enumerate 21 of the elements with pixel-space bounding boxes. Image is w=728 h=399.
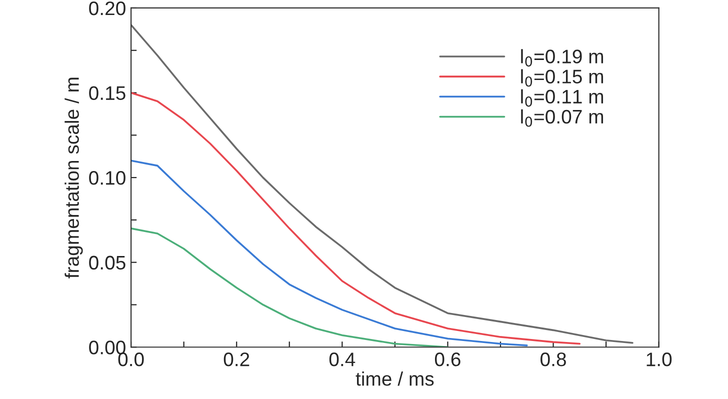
legend-label: l$_{0}$=0.11 m — [521, 89, 604, 107]
legend-label: l$_{0}$=0.07 m — [521, 109, 604, 127]
x-tick-label: 0.0 — [118, 352, 144, 366]
y-tick-label: 0.00 — [89, 340, 126, 354]
line-series — [131, 228, 449, 348]
x-tick-label: 0.8 — [540, 352, 566, 366]
line-series — [131, 160, 528, 346]
legend-label: l$_{0}$=0.19 m — [521, 49, 604, 67]
x-tick-label: 1.0 — [646, 352, 672, 366]
line-series — [131, 24, 634, 344]
x-tick-label: 0.6 — [434, 352, 460, 366]
x-tick-label: 0.4 — [329, 352, 356, 366]
legend-label: l$_{0}$=0.15 m — [521, 69, 604, 87]
y-tick-label: 0.20 — [89, 1, 126, 16]
x-axis-title: time / ms — [356, 372, 434, 386]
y-tick-label: 0.10 — [89, 171, 126, 185]
line-series — [131, 92, 581, 345]
y-tick-label: 0.05 — [89, 256, 126, 270]
y-tick-label: 0.15 — [89, 86, 126, 100]
y-axis-title: fragmentation scale / m — [64, 78, 83, 278]
x-tick-label: 0.2 — [224, 352, 250, 366]
